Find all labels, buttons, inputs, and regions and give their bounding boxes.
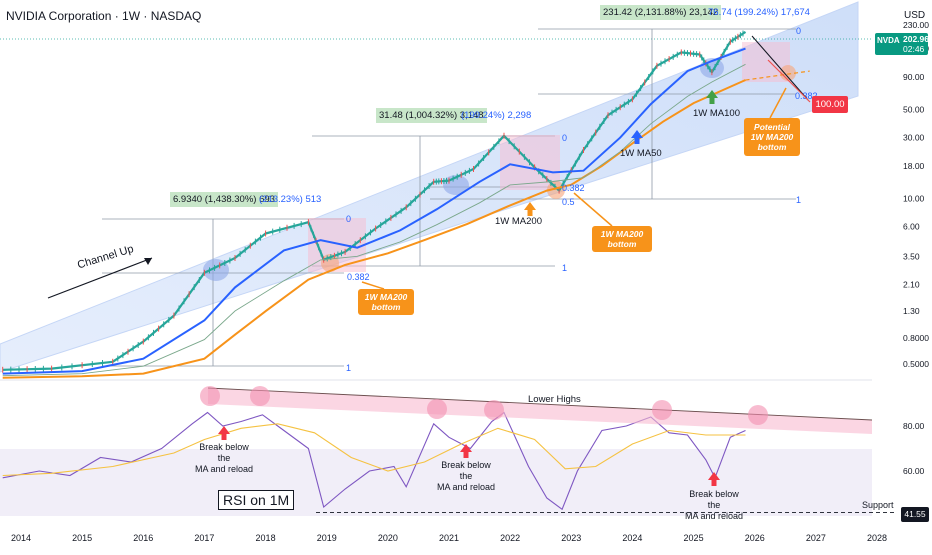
ma200-line: [2, 79, 746, 379]
fib-level-label: 0: [796, 26, 801, 36]
x-tick-label: 2021: [439, 533, 459, 543]
measure-label-1b: (213.23%) 513: [259, 194, 322, 205]
chart-title: NVIDIA Corporation · 1W · NASDAQ: [6, 9, 202, 23]
price-tag: NVDA 202.96 02:46: [875, 33, 929, 55]
lower-highs-label: Lower Highs: [528, 394, 581, 405]
y-tick-label: 50.00: [903, 104, 925, 114]
break-arrow-2: [460, 444, 472, 458]
ma100-line: [2, 63, 746, 377]
rsi-tick-label: 80.00: [903, 421, 925, 431]
x-tick-label: 2019: [317, 533, 337, 543]
ma200-label: 1W MA200: [495, 216, 542, 227]
rsi-title-box: RSI on 1M: [218, 490, 295, 510]
measure-label-3b: 76.74 (199.24%) 17,674: [708, 7, 810, 18]
ma200-bottom-callout-3: Potential 1W MA200 bottom: [744, 118, 800, 156]
x-tick-label: 2025: [684, 533, 704, 543]
ma200-arrow: [524, 202, 536, 216]
fib-level-label: 0.5: [562, 197, 575, 207]
y-tick-label: 1.30: [903, 306, 920, 316]
currency-label: USD: [904, 10, 926, 21]
rsi-peak-circle: [484, 400, 504, 420]
y-tick-label: 6.00: [903, 222, 920, 232]
y-tick-label: 2.10: [903, 280, 920, 290]
y-tick-label: 90.00: [903, 72, 925, 82]
break-arrow-1: [218, 426, 230, 440]
lower-highs-band: [208, 388, 872, 434]
support-label: Support: [862, 500, 894, 510]
callout-connector: [573, 192, 613, 227]
fib-level-label: 0.382: [347, 272, 370, 282]
y-tick-label: 30.00: [903, 133, 925, 143]
ma200-bottom-callout-2: 1W MA200 bottom: [592, 226, 652, 252]
ma50-line: [2, 47, 746, 375]
ma200-bottom-callout-1: 1W MA200 bottom: [358, 289, 414, 315]
y-tick-label: 3.50: [903, 251, 920, 261]
rsi-peak-circle: [250, 386, 270, 406]
rsi-peak-circle: [748, 405, 768, 425]
fib-level-label: 1: [562, 263, 567, 273]
measure-label-2: 31.48 (1,004.32%) 3,148: [376, 108, 487, 123]
rsi-peak-circle: [427, 399, 447, 419]
price-tag-value: 202.96: [903, 34, 929, 44]
break-label-2: Break below the MA and reload: [436, 460, 496, 492]
y-tick-label: 0.8000: [903, 333, 929, 343]
ma50-arrow: [631, 130, 643, 144]
price-tag-countdown: 02:46: [903, 44, 925, 54]
ma100-label: 1W MA100: [693, 108, 740, 119]
measure-label-1: 6.9340 (1,438.30%) 693: [170, 192, 278, 207]
rsi-tick-label: 60.00: [903, 466, 925, 476]
ma200-projection: [745, 70, 810, 81]
x-tick-label: 2018: [256, 533, 276, 543]
channel-up-arrow: [47, 257, 153, 299]
x-tick-label: 2014: [11, 533, 31, 543]
y-tick-label: 0.5000: [903, 359, 929, 369]
fib-level-label: 0.382: [562, 183, 585, 193]
ma100-arrow: [706, 90, 718, 104]
fib-level-label: 1: [796, 195, 801, 205]
x-tick-label: 2023: [561, 533, 581, 543]
ma50-label: 1W MA50: [620, 148, 662, 159]
fib-level-label: 0.382: [795, 91, 818, 101]
measure-label-2b: (199.24%) 2,298: [461, 110, 532, 121]
fib-level-label: 0: [562, 133, 567, 143]
x-tick-label: 2016: [133, 533, 153, 543]
x-tick-label: 2017: [194, 533, 214, 543]
rsi-band: [0, 449, 872, 516]
break-label-3: Break below the MA and reload: [684, 489, 744, 521]
channel-up-arrowhead: [144, 258, 152, 265]
x-tick-label: 2024: [622, 533, 642, 543]
callout-connector: [769, 87, 787, 119]
target-price-tag: 100.00: [812, 96, 848, 113]
fib-level-label: 0: [346, 214, 351, 224]
break-arrow-3: [708, 472, 720, 486]
y-tick-label: 230.00: [903, 20, 929, 30]
highlight-circle: [780, 65, 796, 81]
projection-arrow: [751, 35, 809, 101]
x-tick-label: 2022: [500, 533, 520, 543]
support-value-tag: 41.55: [901, 507, 929, 522]
x-tick-label: 2026: [745, 533, 765, 543]
y-tick-label: 18.00: [903, 161, 925, 171]
x-tick-label: 2015: [72, 533, 92, 543]
highlight-circle: [547, 181, 565, 199]
x-tick-label: 2020: [378, 533, 398, 543]
fib-level-label: 1: [346, 363, 351, 373]
x-tick-label: 2027: [806, 533, 826, 543]
rsi-peak-circle: [200, 386, 220, 406]
price-tag-symbol: NVDA: [877, 36, 900, 45]
rsi-peak-circle: [652, 400, 672, 420]
measure-label-3: 231.42 (2,131.88%) 23,142: [600, 5, 722, 20]
x-tick-label: 2028: [867, 533, 887, 543]
callout-connector: [361, 281, 385, 290]
y-tick-label: 10.00: [903, 193, 925, 203]
break-label-1: Break below the MA and reload: [194, 442, 254, 474]
rsi-ma-line: [2, 423, 746, 477]
projection-path: [767, 59, 811, 103]
